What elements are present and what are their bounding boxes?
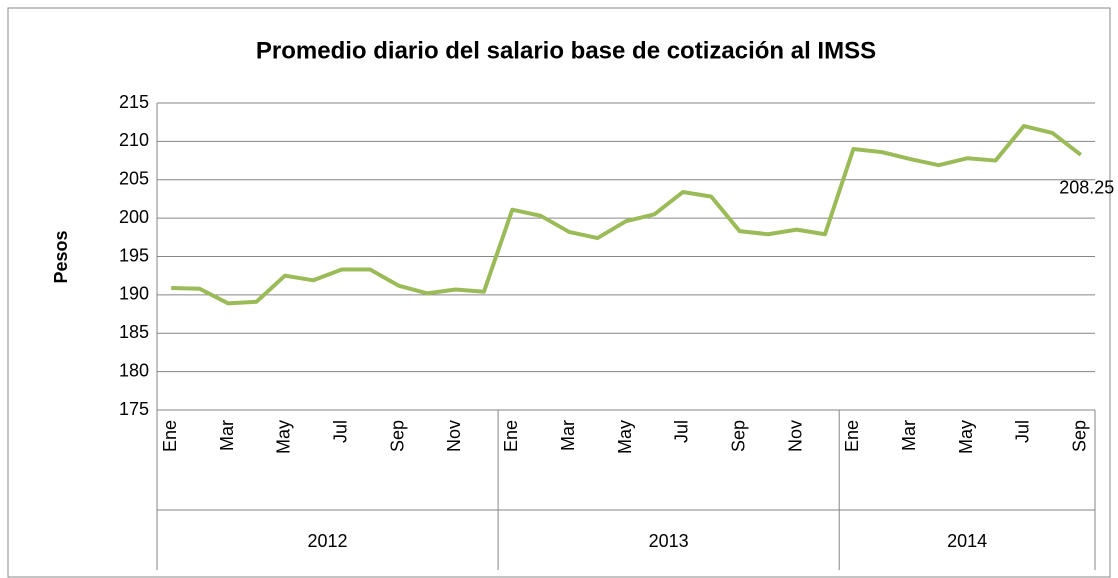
y-tick-label: 200 xyxy=(119,207,149,227)
y-axis-label: Pesos xyxy=(51,230,71,283)
x-tick-label: Nov xyxy=(785,420,805,452)
x-tick-label: Sep xyxy=(1070,420,1090,452)
x-tick-label: Ene xyxy=(501,420,521,452)
x-tick-label: Mar xyxy=(558,420,578,451)
line-series xyxy=(171,124,1083,306)
y-tick-label: 210 xyxy=(119,130,149,150)
y-tick-label: 195 xyxy=(119,245,149,265)
data-label: 208.25 xyxy=(1059,178,1114,198)
x-tick-label: May xyxy=(274,420,294,454)
y-tick-label: 215 xyxy=(119,92,149,112)
chart-title: Promedio diario del salario base de coti… xyxy=(256,37,876,64)
group-label: 2014 xyxy=(947,531,987,551)
x-tick-label: Jul xyxy=(672,420,692,443)
y-tick-label: 180 xyxy=(119,360,149,380)
y-tick-label: 185 xyxy=(119,322,149,342)
y-tick-label: 205 xyxy=(119,169,149,189)
x-tick-label: Mar xyxy=(899,420,919,451)
x-tick-label: Jul xyxy=(1013,420,1033,443)
x-tick-label: May xyxy=(956,420,976,454)
x-tick-label: Jul xyxy=(331,420,351,443)
group-label: 2013 xyxy=(649,531,689,551)
x-tick-label: Ene xyxy=(160,420,180,452)
group-label: 2012 xyxy=(308,531,348,551)
x-tick-label: May xyxy=(615,420,635,454)
y-tick-label: 175 xyxy=(119,399,149,419)
y-tick-label: 190 xyxy=(119,284,149,304)
x-tick-label: Ene xyxy=(842,420,862,452)
x-tick-label: Mar xyxy=(217,420,237,451)
x-tick-label: Sep xyxy=(387,420,407,452)
x-tick-label: Sep xyxy=(728,420,748,452)
chart-frame xyxy=(7,7,1111,578)
x-tick-label: Nov xyxy=(444,420,464,452)
